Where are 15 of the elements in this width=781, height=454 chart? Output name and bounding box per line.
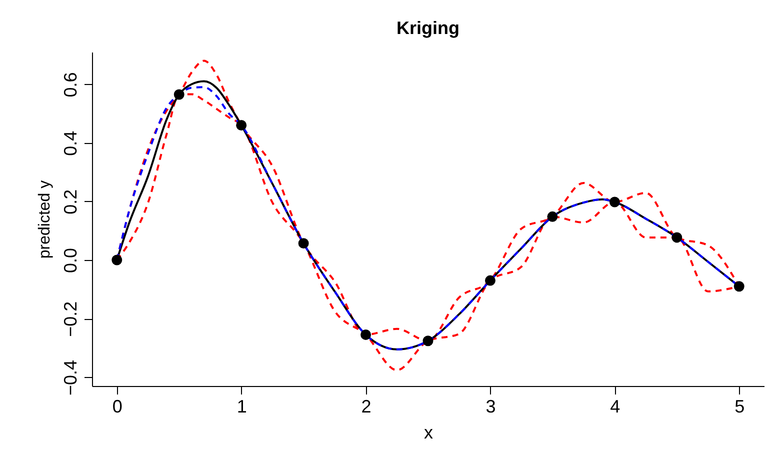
y-tick-label: 0.4 (60, 130, 80, 156)
x-tick-label: 1 (236, 396, 247, 416)
y-tick-label: −0.4 (60, 360, 80, 396)
y-tick-label: 0.6 (60, 72, 80, 98)
y-tick-label: 0.2 (60, 189, 80, 214)
x-tick-label: 2 (361, 396, 372, 416)
x-tick-label: 0 (112, 396, 122, 416)
x-tick-label: 5 (734, 396, 745, 416)
x-tick-label: 3 (486, 396, 496, 416)
x-tick-label: 4 (610, 396, 620, 416)
y-tick-label: 0.0 (60, 248, 80, 274)
y-axis-title: predicted y (36, 180, 54, 259)
x-axis-title: x (424, 422, 433, 442)
y-tick-label: −0.2 (60, 301, 80, 337)
chart-title: Kriging (396, 18, 460, 38)
